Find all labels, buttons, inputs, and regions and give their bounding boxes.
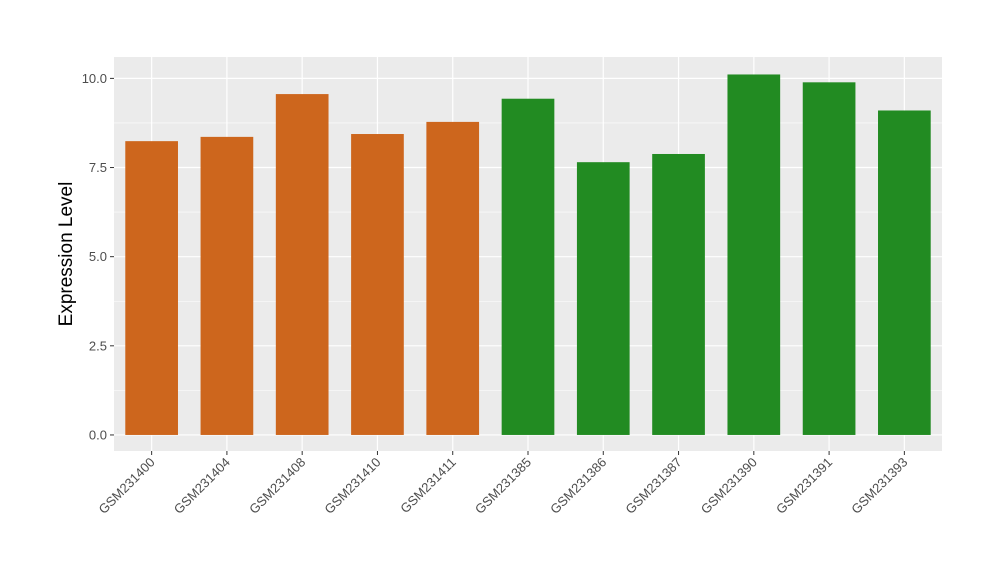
x-tick-label: GSM231391 — [773, 455, 835, 517]
bar-GSM231391 — [802, 82, 856, 435]
x-tick-label: GSM231408 — [246, 455, 308, 517]
x-tick-label: GSM231411 — [397, 455, 459, 517]
bar-GSM231390 — [727, 74, 781, 435]
x-tick-label: GSM231385 — [472, 455, 534, 517]
y-tick-label: 2.5 — [89, 338, 107, 353]
y-tick-label: 7.5 — [89, 160, 107, 175]
x-tick-label: GSM231404 — [171, 455, 233, 517]
bar-GSM231408 — [275, 94, 329, 435]
y-axis-label: Expression Level — [56, 182, 77, 327]
bar-GSM231410 — [351, 134, 404, 435]
bar-GSM231387 — [652, 153, 705, 435]
bar-GSM231404 — [200, 136, 254, 435]
x-tick-label: GSM231410 — [321, 455, 383, 517]
x-tick-label: GSM231387 — [622, 455, 684, 517]
y-tick-label: 0.0 — [89, 427, 107, 442]
bar-GSM231411 — [426, 121, 480, 435]
bar-GSM231393 — [878, 110, 931, 435]
x-tick-label: GSM231400 — [96, 455, 158, 517]
bar-GSM231400 — [125, 141, 178, 435]
y-tick-label: 10.0 — [82, 71, 107, 86]
y-tick-label: 5.0 — [89, 249, 107, 264]
x-tick-label: GSM231386 — [547, 455, 609, 517]
bar-GSM231385 — [501, 98, 555, 435]
x-tick-label: GSM231393 — [848, 455, 910, 517]
x-tick-label: GSM231390 — [698, 455, 760, 517]
bar-GSM231386 — [576, 162, 630, 435]
